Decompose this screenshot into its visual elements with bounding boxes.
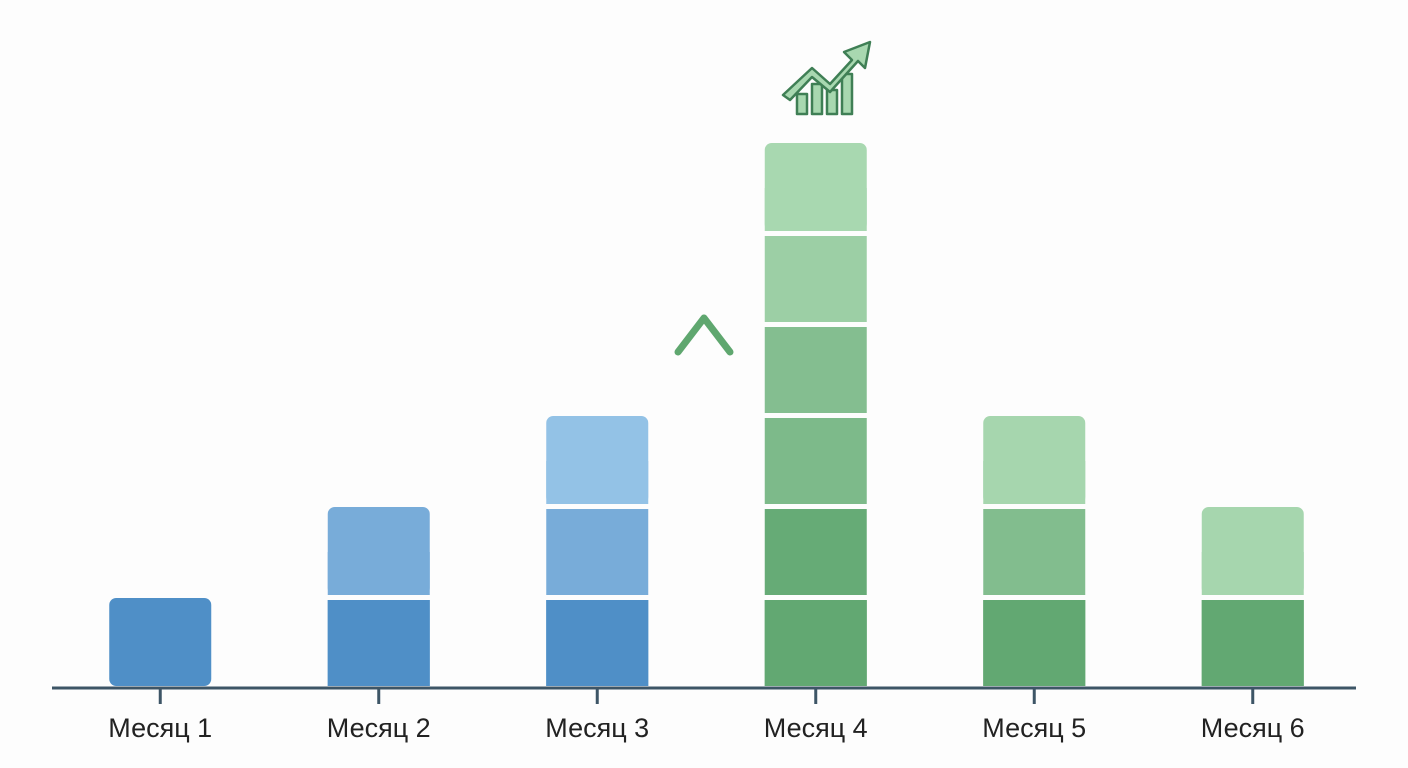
bar [1201,507,1304,686]
growth-arrow [674,314,734,518]
x-tick-label: Месяц 4 [764,713,868,743]
x-tick-label: Месяц 2 [327,713,431,743]
x-tick-label: Месяц 6 [1201,713,1305,743]
bar [764,143,867,686]
x-tick-label: Месяц 3 [545,713,649,743]
bar [327,507,430,686]
trend-icon [781,40,872,116]
bar [109,598,212,686]
bar [546,416,649,686]
x-tick-label: Месяц 1 [108,713,212,743]
x-tick-label: Месяц 5 [982,713,1086,743]
bar [983,416,1086,686]
